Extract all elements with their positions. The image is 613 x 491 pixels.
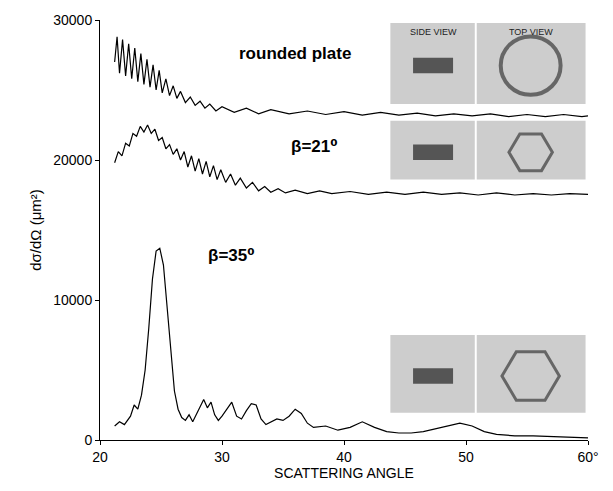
svg-text:SIDE VIEW: SIDE VIEW bbox=[410, 27, 457, 37]
svg-text:50: 50 bbox=[458, 449, 474, 465]
svg-text:20000: 20000 bbox=[53, 152, 92, 168]
svg-text:TOP VIEW: TOP VIEW bbox=[509, 27, 553, 37]
svg-text:30: 30 bbox=[214, 449, 230, 465]
svg-text:40: 40 bbox=[336, 449, 352, 465]
svg-text:0: 0 bbox=[84, 432, 92, 448]
svg-text:10000: 10000 bbox=[53, 292, 92, 308]
svg-text:β=35⁰: β=35⁰ bbox=[208, 246, 255, 265]
svg-text:20: 20 bbox=[92, 449, 108, 465]
svg-text:rounded plate: rounded plate bbox=[239, 44, 351, 63]
svg-text:SCATTERING ANGLE: SCATTERING ANGLE bbox=[274, 465, 414, 481]
svg-text:dσ/dΩ (μm²): dσ/dΩ (μm²) bbox=[27, 189, 44, 271]
svg-text:β=21⁰: β=21⁰ bbox=[291, 137, 338, 156]
svg-text:60°: 60° bbox=[577, 449, 598, 465]
svg-text:30000: 30000 bbox=[53, 12, 92, 28]
